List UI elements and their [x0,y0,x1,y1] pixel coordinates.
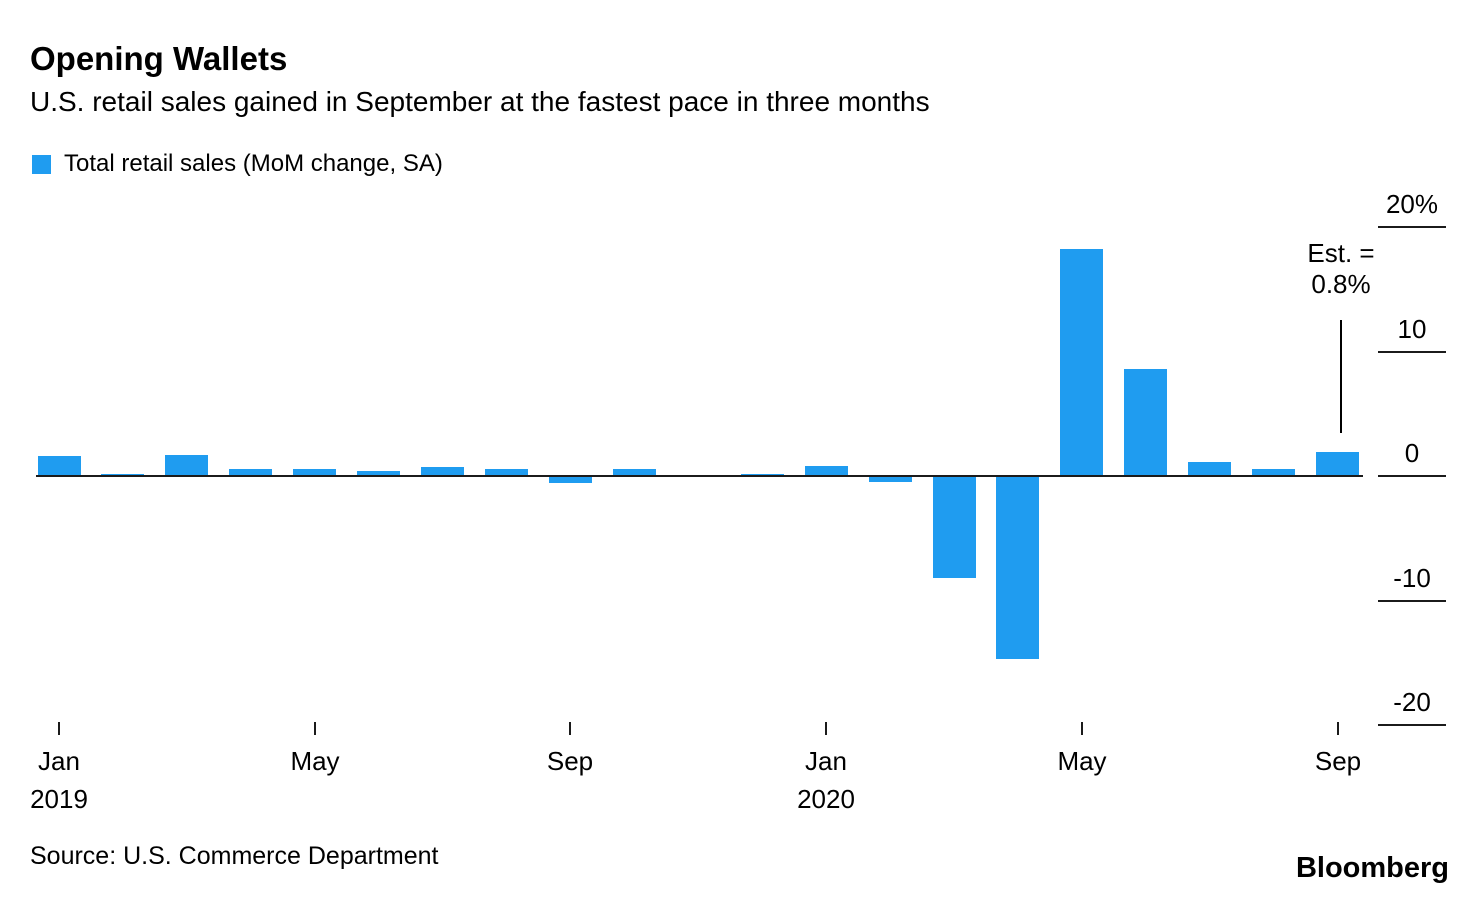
y-tick-line [1378,475,1446,477]
y-tick-label: -20 [1393,687,1431,717]
legend: Total retail sales (MoM change, SA) [32,150,443,178]
chart-subtitle: U.S. retail sales gained in September at… [30,86,930,117]
bar-jun-2019 [357,471,400,476]
bar-feb-2020 [869,477,912,482]
y-tick-line [1378,351,1446,353]
bar-jul-2019 [421,467,464,476]
estimate-annotation: Est. = 0.8% [1241,238,1441,300]
source-credit: Source: U.S. Commerce Department [30,842,439,870]
estimate-annotation-line1: Est. = [1307,238,1375,268]
x-tick-line [1337,722,1339,735]
x-tick-label: Sep [1314,746,1362,776]
legend-label: Total retail sales (MoM change, SA) [64,150,443,177]
x-tick-label: Sep [546,746,594,776]
bar-apr-2019 [229,469,272,476]
y-tick-line [1378,724,1446,726]
bar-apr-2020 [996,477,1039,659]
bar-mar-2020 [933,477,976,578]
bar-aug-2019 [485,469,528,476]
y-tick-label: 20% [1385,189,1439,219]
estimate-pointer-line [1340,320,1342,433]
x-tick-year-label: 2020 [797,784,855,814]
x-tick-year-label: 2019 [30,784,88,814]
bar-aug-2020 [1252,469,1295,476]
y-tick-line [1378,226,1446,228]
bar-jun-2020 [1124,369,1167,476]
chart-title: Opening Wallets [30,40,288,77]
bar-jan-2020 [805,466,848,476]
bar-sep-2019 [549,477,592,483]
bar-oct-2019 [613,469,656,476]
x-tick-line [314,722,316,735]
x-tick-line [569,722,571,735]
x-tick-label: May [290,746,340,776]
x-tick-line [58,722,60,735]
bar-mar-2019 [165,455,208,476]
x-tick-label: Jan [805,746,847,776]
bar-jul-2020 [1188,462,1231,476]
bar-sep-2020 [1316,452,1359,476]
bar-jan-2019 [38,456,81,476]
x-tick-label: May [1057,746,1107,776]
y-tick-label: 0 [1404,438,1420,468]
estimate-annotation-line2: 0.8% [1311,269,1371,299]
x-tick-line [825,722,827,735]
legend-swatch-icon [32,154,51,174]
y-tick-label: 10 [1397,314,1427,344]
y-tick-line [1378,600,1446,602]
bar-may-2019 [293,469,336,476]
zero-baseline [36,475,1363,477]
x-tick-line [1081,722,1083,735]
x-tick-label: Jan [38,746,80,776]
y-tick-label: -10 [1393,563,1431,593]
bar-may-2020 [1060,249,1103,476]
bloomberg-logo: Bloomberg [1295,852,1449,884]
